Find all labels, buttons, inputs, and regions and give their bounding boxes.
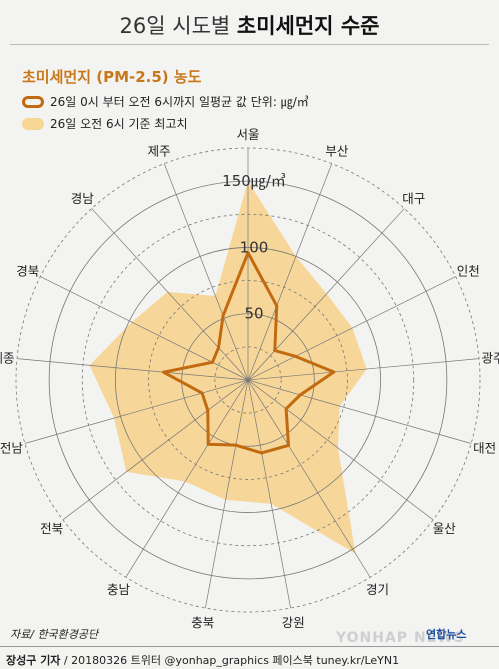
category-label: 광주 — [481, 350, 499, 365]
watermark: YONHAP NEWS — [336, 630, 465, 646]
avg-point-6 — [284, 407, 288, 411]
r-tick-label: 50 — [244, 305, 263, 323]
avg-point-11 — [206, 408, 210, 412]
legend-item-avg: 26일 0시 부터 오전 6시까지 일평균 값 단위: ㎍/㎥ — [22, 93, 309, 110]
category-label: 서울 — [236, 127, 259, 142]
r-tick-label: 100 — [240, 238, 269, 256]
avg-point-12 — [200, 391, 204, 395]
credit-line: 장성구 기자 / 20180326 트위터 @yonhap_graphics 페… — [6, 652, 399, 668]
legend-max-label: 26일 오전 6시 기준 최고치 — [50, 117, 188, 131]
axis-spoke — [16, 358, 249, 381]
avg-point-3 — [293, 354, 297, 358]
avg-point-2 — [273, 349, 277, 353]
avg-point-15 — [217, 346, 221, 350]
category-label: 전북 — [40, 521, 63, 536]
page-title: 26일 시도별 초미세먼지 수준 — [0, 10, 499, 40]
legend-fill-swatch — [22, 117, 44, 130]
grid-ring-75 — [148, 280, 348, 480]
avg-point-8 — [260, 451, 264, 455]
brand-logo: 연합뉴스 — [426, 628, 467, 641]
title-bold: 초미세먼지 수준 — [236, 14, 380, 38]
avg-point-13 — [162, 370, 166, 374]
r-tick-label: 150㎍/㎥ — [222, 172, 286, 190]
grid-ring-25 — [214, 346, 282, 414]
avg-point-10 — [206, 442, 210, 446]
series-avg-line — [162, 251, 336, 455]
axis-spoke — [163, 163, 249, 381]
legend-item-max: 26일 오전 6시 기준 최고치 — [22, 115, 188, 132]
axis-spoke — [247, 379, 371, 578]
category-label: 인천 — [457, 263, 480, 278]
axis-spoke — [91, 208, 249, 381]
category-label: 경기 — [366, 582, 389, 597]
category-label: 대구 — [402, 191, 425, 206]
category-label: 세종 — [0, 350, 15, 365]
credit-rest: / 20180326 트위터 @yonhap_graphics 페이스북 tun… — [60, 654, 400, 667]
category-label: 제주 — [148, 144, 171, 159]
legend-line-swatch — [22, 95, 44, 108]
footer-divider — [0, 646, 499, 647]
avg-point-1 — [275, 304, 279, 308]
avg-point-7 — [286, 443, 290, 447]
avg-point-0 — [246, 251, 250, 255]
axis-spoke — [247, 379, 434, 521]
category-label: 대전 — [473, 440, 496, 455]
axis-spoke — [247, 358, 480, 381]
axis-spoke — [247, 379, 291, 609]
avg-point-14 — [210, 360, 214, 364]
avg-point-5 — [298, 393, 302, 397]
category-label: 강원 — [282, 615, 305, 630]
title-divider — [10, 44, 489, 45]
title-light: 26일 시도별 — [119, 14, 231, 38]
legend-avg-label: 26일 0시 부터 오전 6시까지 일평균 값 단위: ㎍/㎥ — [50, 95, 309, 109]
axis-spoke — [247, 163, 333, 381]
category-label: 전남 — [0, 440, 23, 455]
axis-spoke — [24, 379, 249, 444]
avg-point-4 — [332, 370, 336, 374]
avg-point-9 — [234, 443, 238, 447]
category-label: 충북 — [191, 615, 214, 630]
category-label: 경남 — [71, 191, 95, 206]
chart-subtitle: 초미세먼지 (PM-2.5) 농도 — [22, 68, 202, 86]
credit-name: 장성구 기자 — [6, 654, 61, 667]
axis-spoke — [247, 276, 456, 381]
category-label: 충남 — [107, 582, 131, 597]
axis-spoke — [125, 379, 249, 578]
source-note: 자료/ 한국환경공단 — [10, 628, 99, 641]
axis-spoke — [205, 379, 249, 609]
category-label: 울산 — [433, 521, 457, 536]
axis-spoke — [62, 379, 249, 521]
avg-point-16 — [221, 314, 225, 318]
axis-spoke — [247, 379, 472, 444]
category-label: 경북 — [16, 263, 39, 278]
category-label: 부산 — [325, 144, 349, 159]
